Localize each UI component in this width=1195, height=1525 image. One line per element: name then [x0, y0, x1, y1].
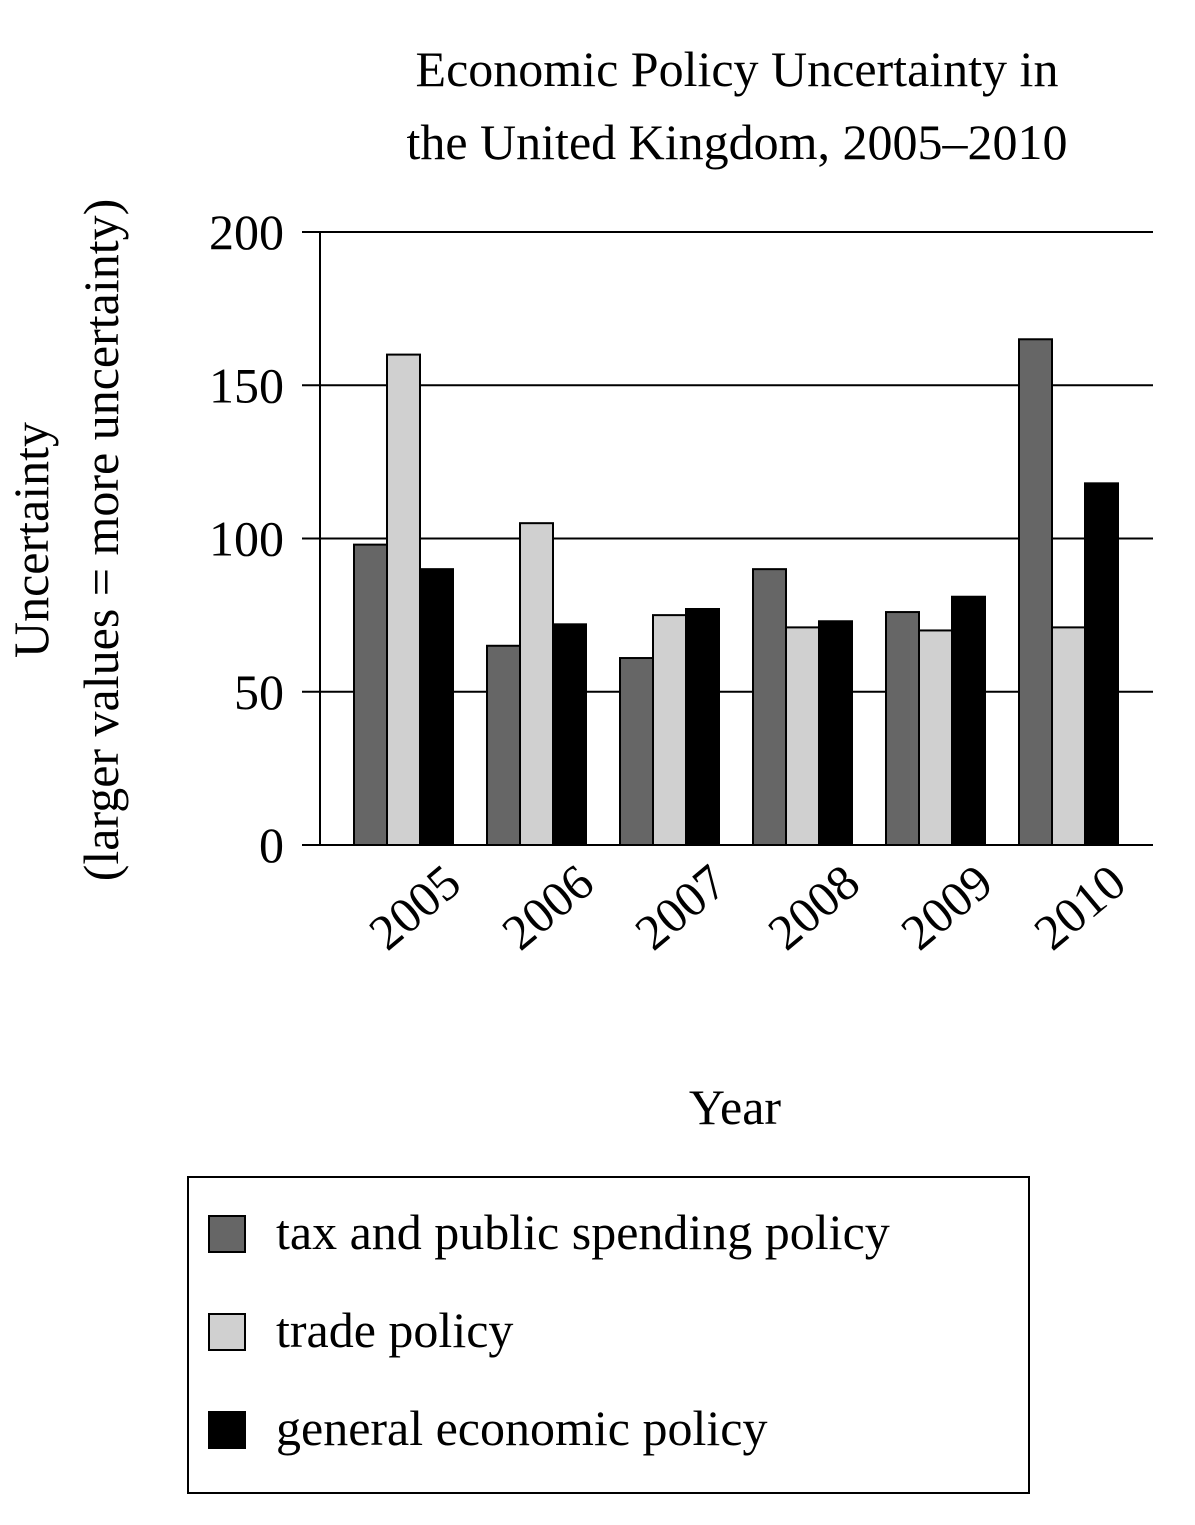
legend-box: [187, 1176, 1030, 1494]
bar-2009-series-2: [918, 629, 953, 847]
bar-2009-series-3: [951, 595, 986, 846]
bar-2006-series-3: [552, 623, 587, 846]
bar-2007-series-2: [652, 614, 687, 846]
bar-2008-series-1: [752, 568, 787, 847]
y-tick-labels: 0 50 100 150 200: [209, 204, 284, 873]
legend-swatch-series-3: [208, 1411, 246, 1449]
bar-2009-series-1: [885, 611, 920, 846]
bar-2010-series-3: [1084, 482, 1119, 846]
x-tick-labels: 2005 2006 2007 2008 2009 2010: [358, 853, 1136, 960]
x-tick-label: 2006: [491, 853, 604, 960]
x-tick-label: 2008: [757, 853, 870, 960]
bar-2006-series-2: [519, 522, 554, 846]
bar-2007-series-3: [685, 607, 720, 846]
legend-label-series-3: general economic policy: [276, 1400, 767, 1456]
legend-label-series-1: tax and public spending policy: [276, 1204, 890, 1260]
x-tick-label: 2007: [624, 853, 737, 960]
chart-title-line-2: the United Kingdom, 2005–2010: [406, 114, 1067, 170]
x-axis-label: Year: [689, 1079, 781, 1135]
chart-title-line-1: Economic Policy Uncertainty in: [416, 41, 1059, 97]
x-tick-label: 2010: [1023, 853, 1136, 960]
bar-2006-series-1: [486, 644, 521, 847]
legend-swatch-series-2: [208, 1313, 246, 1351]
y-tick-label: 200: [209, 204, 284, 260]
legend: tax and public spending policy trade poli…: [208, 1204, 890, 1456]
y-axis-label-line-2: (larger values = more uncertainty): [73, 199, 129, 882]
y-tick-label: 100: [209, 511, 284, 567]
bars: [353, 338, 1119, 847]
bar-2010-series-1: [1018, 338, 1053, 846]
y-tick-label: 150: [209, 357, 284, 413]
legend-label-series-2: trade policy: [276, 1302, 513, 1358]
y-tick-label: 0: [259, 817, 284, 873]
bar-2005-series-3: [419, 568, 454, 847]
y-tick-label: 50: [234, 664, 284, 720]
bar-2010-series-2: [1051, 626, 1086, 847]
bar-2005-series-1: [353, 543, 388, 846]
bar-2005-series-2: [386, 353, 421, 846]
bar-2008-series-3: [818, 620, 853, 846]
x-tick-label: 2009: [890, 853, 1003, 960]
legend-swatch-series-1: [208, 1215, 246, 1253]
x-tick-label: 2005: [358, 853, 471, 960]
bar-2008-series-2: [785, 626, 820, 847]
y-axis-label-line-1: Uncertainty: [3, 422, 59, 658]
bar-2007-series-1: [619, 657, 654, 846]
